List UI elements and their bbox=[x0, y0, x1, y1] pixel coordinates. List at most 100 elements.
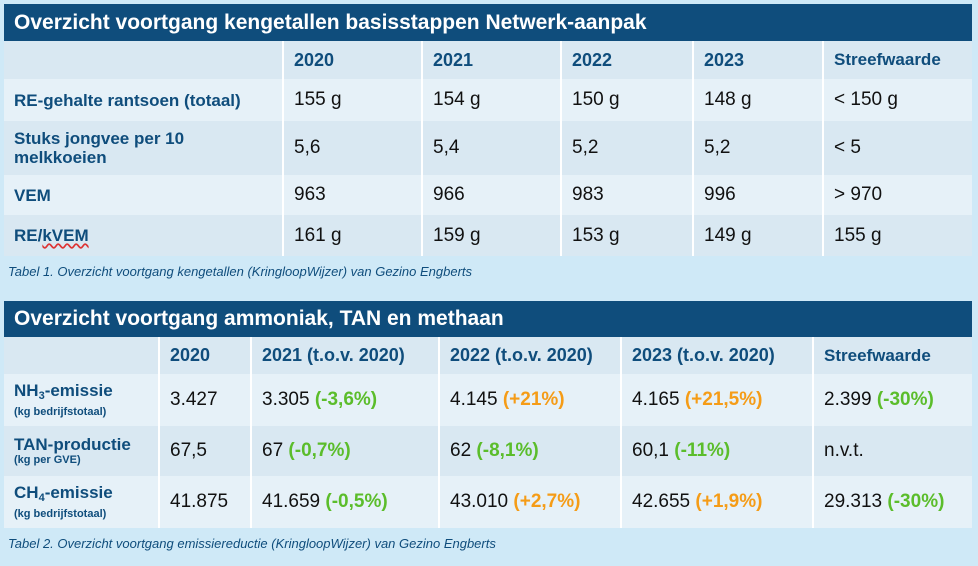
table-cell: 963 bbox=[284, 175, 423, 215]
cell-change: (+21,5%) bbox=[684, 389, 763, 410]
label-post: -emissie bbox=[44, 381, 113, 400]
table-cell: 29.313 (-30%) bbox=[814, 476, 972, 528]
table-cell: 155 g bbox=[834, 224, 882, 246]
label-sub: 4 bbox=[38, 492, 45, 504]
cell-value: 29.313 bbox=[824, 491, 883, 512]
table-cell: 3.427 bbox=[160, 374, 252, 426]
cell-change: (-3,6%) bbox=[314, 389, 378, 410]
table-cell: 155 g bbox=[284, 79, 423, 121]
table2-header-2020: 2020 bbox=[160, 337, 252, 374]
row-label-main: NH3-emissie bbox=[14, 381, 113, 406]
table2-title: Overzicht voortgang ammoniak, TAN en met… bbox=[4, 301, 972, 337]
table2-header-streefwaarde: Streefwaarde bbox=[824, 345, 931, 365]
table-cell: 67 (-0,7%) bbox=[252, 426, 440, 476]
table-cell: > 970 bbox=[834, 184, 883, 205]
table2-header-2023: 2023 (t.o.v. 2020) bbox=[622, 337, 814, 374]
table-cell: 67,5 bbox=[160, 426, 252, 476]
table1-title: Overzicht voortgang kengetallen basissta… bbox=[4, 4, 972, 41]
table1: 2020 2021 2022 2023 Streefwaarde RE-geha… bbox=[4, 41, 972, 256]
row-label-main: TAN-productie bbox=[14, 435, 131, 454]
row-label-re-kvem: RE/kVEM bbox=[4, 215, 284, 256]
cell-change: (-30%) bbox=[876, 389, 934, 410]
cell-change: (-30%) bbox=[887, 491, 945, 512]
table1-header-streefwaarde: Streefwaarde bbox=[834, 50, 941, 69]
table1-header-2023: 2023 bbox=[694, 41, 824, 79]
row-label-ch4: CH4-emissie (kg bedrijfstotaal) bbox=[4, 476, 160, 528]
table-cell: 966 bbox=[423, 175, 562, 215]
cell-value: 4.145 bbox=[450, 389, 498, 410]
table1-header-2021: 2021 bbox=[423, 41, 562, 79]
table-row: RE/kVEM 161 g 159 g 153 g 149 g 155 g bbox=[4, 215, 972, 256]
cell-change: (+21%) bbox=[502, 389, 565, 410]
row-label-unit: (kg per GVE) bbox=[14, 454, 81, 466]
row-label-main: CH4-emissie bbox=[14, 483, 113, 508]
table-cell: 149 g bbox=[694, 215, 824, 256]
cell-value: 3.305 bbox=[262, 389, 310, 410]
table1-header-2020: 2020 bbox=[284, 41, 423, 79]
cell-change: (-8,1%) bbox=[476, 440, 539, 461]
table2-header-row: 2020 2021 (t.o.v. 2020) 2022 (t.o.v. 202… bbox=[4, 337, 972, 374]
table1-header-corner bbox=[4, 41, 284, 79]
table-cell: 43.010 (+2,7%) bbox=[440, 476, 622, 528]
table-cell: 42.655 (+1,9%) bbox=[622, 476, 814, 528]
table-cell: 3.305 (-3,6%) bbox=[252, 374, 440, 426]
table-row: CH4-emissie (kg bedrijfstotaal) 41.875 4… bbox=[4, 476, 972, 528]
table-cell: 983 bbox=[562, 175, 694, 215]
table-cell: 154 g bbox=[423, 79, 562, 121]
cell-value: n.v.t. bbox=[824, 440, 864, 461]
cell-value: 62 bbox=[450, 440, 472, 461]
table1-header-2022: 2022 bbox=[562, 41, 694, 79]
table2-header-2022: 2022 (t.o.v. 2020) bbox=[440, 337, 622, 374]
table-cell: 161 g bbox=[284, 215, 423, 256]
row-label-tan: TAN-productie (kg per GVE) bbox=[4, 426, 160, 476]
cell-value: 3.427 bbox=[170, 389, 218, 410]
cell-value: 41.659 bbox=[262, 491, 321, 512]
label-post: -emissie bbox=[44, 483, 113, 502]
table-row: RE-gehalte rantsoen (totaal) 155 g 154 g… bbox=[4, 79, 972, 121]
cell-change: (+2,7%) bbox=[513, 491, 581, 512]
cell-change: (-0,5%) bbox=[325, 491, 388, 512]
cell-change: (-11%) bbox=[674, 440, 731, 461]
table2: 2020 2021 (t.o.v. 2020) 2022 (t.o.v. 202… bbox=[4, 337, 972, 528]
table-cell: 150 g bbox=[562, 79, 694, 121]
table2-header-2021: 2021 (t.o.v. 2020) bbox=[252, 337, 440, 374]
table-cell: 62 (-8,1%) bbox=[440, 426, 622, 476]
table-cell: 148 g bbox=[694, 79, 824, 121]
table-row: Stuks jongvee per 10 melkkoeien 5,6 5,4 … bbox=[4, 121, 972, 175]
cell-value: 60,1 bbox=[632, 440, 669, 461]
cell-value: 43.010 bbox=[450, 491, 509, 512]
table-row: TAN-productie (kg per GVE) 67,5 67 (-0,7… bbox=[4, 426, 972, 476]
table1-caption: Tabel 1. Overzicht voortgang kengetallen… bbox=[8, 264, 473, 279]
table-cell: 4.145 (+21%) bbox=[440, 374, 622, 426]
table-cell: 4.165 (+21,5%) bbox=[622, 374, 814, 426]
table-cell: 2.399 (-30%) bbox=[814, 374, 972, 426]
table-cell: < 5 bbox=[834, 137, 861, 158]
cell-value: 67 bbox=[262, 440, 284, 461]
table-cell: 5,4 bbox=[423, 121, 562, 175]
label-pre: CH bbox=[14, 483, 39, 502]
cell-value: 67,5 bbox=[170, 440, 207, 461]
table-cell: 60,1 (-11%) bbox=[622, 426, 814, 476]
table2-caption: Tabel 2. Overzicht voortgang emissieredu… bbox=[8, 536, 496, 551]
table-cell: 5,6 bbox=[284, 121, 423, 175]
table-row: NH3-emissie (kg bedrijfstotaal) 3.427 3.… bbox=[4, 374, 972, 426]
table-cell: 996 bbox=[694, 175, 824, 215]
table-row: VEM 963 966 983 996 > 970 bbox=[4, 175, 972, 215]
cell-change: (+1,9%) bbox=[695, 491, 763, 512]
row-label-underlined: kVEM bbox=[42, 226, 89, 245]
table-cell: 159 g bbox=[423, 215, 562, 256]
row-label-re-gehalte: RE-gehalte rantsoen (totaal) bbox=[4, 79, 284, 121]
row-label-unit: (kg bedrijfstotaal) bbox=[14, 508, 107, 520]
table-cell: 41.875 bbox=[160, 476, 252, 528]
cell-value: 41.875 bbox=[170, 491, 229, 512]
cell-change: (-0,7%) bbox=[288, 440, 351, 461]
table-cell: < 150 g bbox=[834, 89, 898, 110]
table2-header-corner bbox=[4, 337, 160, 374]
row-label-stuks-jongvee: Stuks jongvee per 10 melkkoeien bbox=[4, 121, 284, 175]
table-cell: 153 g bbox=[562, 215, 694, 256]
cell-value: 4.165 bbox=[632, 389, 680, 410]
table-cell: 5,2 bbox=[694, 121, 824, 175]
row-label-nh3: NH3-emissie (kg bedrijfstotaal) bbox=[4, 374, 160, 426]
cell-value: 42.655 bbox=[632, 491, 691, 512]
table-cell: n.v.t. bbox=[814, 426, 972, 476]
